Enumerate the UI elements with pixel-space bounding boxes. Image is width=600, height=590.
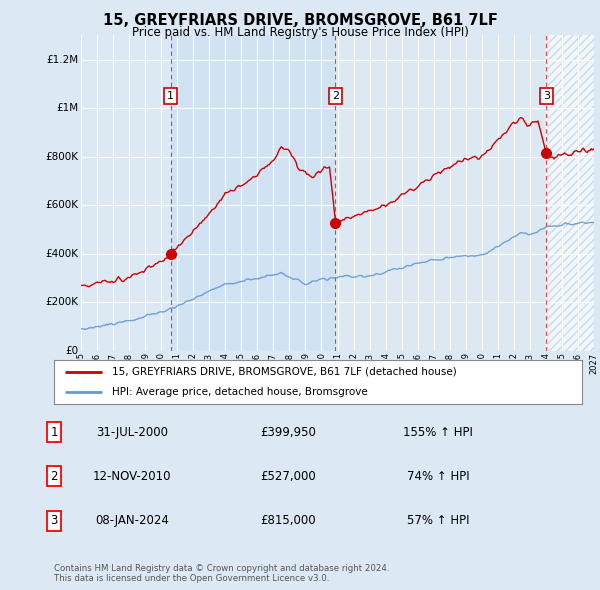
Text: £800K: £800K: [46, 152, 79, 162]
Text: 12-NOV-2010: 12-NOV-2010: [93, 470, 171, 483]
Text: £1.2M: £1.2M: [46, 55, 79, 65]
Text: £815,000: £815,000: [260, 514, 316, 527]
Text: 1: 1: [50, 425, 58, 439]
Text: 2: 2: [332, 91, 339, 101]
Text: 2: 2: [50, 470, 58, 483]
Text: 15, GREYFRIARS DRIVE, BROMSGROVE, B61 7LF: 15, GREYFRIARS DRIVE, BROMSGROVE, B61 7L…: [103, 13, 497, 28]
Text: 31-JUL-2000: 31-JUL-2000: [96, 425, 168, 439]
Text: HPI: Average price, detached house, Bromsgrove: HPI: Average price, detached house, Brom…: [112, 387, 368, 397]
Text: 57% ↑ HPI: 57% ↑ HPI: [407, 514, 469, 527]
Text: 155% ↑ HPI: 155% ↑ HPI: [403, 425, 473, 439]
Text: £400K: £400K: [46, 249, 79, 259]
Bar: [548, 35, 594, 351]
Text: £600K: £600K: [46, 201, 79, 211]
Bar: [170, 35, 335, 351]
Text: £200K: £200K: [46, 297, 79, 307]
Text: Contains HM Land Registry data © Crown copyright and database right 2024.
This d: Contains HM Land Registry data © Crown c…: [54, 563, 389, 583]
Text: 74% ↑ HPI: 74% ↑ HPI: [407, 470, 469, 483]
Text: 1: 1: [167, 91, 174, 101]
Text: £527,000: £527,000: [260, 470, 316, 483]
Text: 3: 3: [50, 514, 58, 527]
Text: 3: 3: [543, 91, 550, 101]
Text: Price paid vs. HM Land Registry's House Price Index (HPI): Price paid vs. HM Land Registry's House …: [131, 26, 469, 39]
Text: 08-JAN-2024: 08-JAN-2024: [95, 514, 169, 527]
Text: £0: £0: [65, 346, 79, 356]
Text: 15, GREYFRIARS DRIVE, BROMSGROVE, B61 7LF (detached house): 15, GREYFRIARS DRIVE, BROMSGROVE, B61 7L…: [112, 367, 457, 377]
Text: £399,950: £399,950: [260, 425, 316, 439]
Text: £1M: £1M: [56, 103, 79, 113]
